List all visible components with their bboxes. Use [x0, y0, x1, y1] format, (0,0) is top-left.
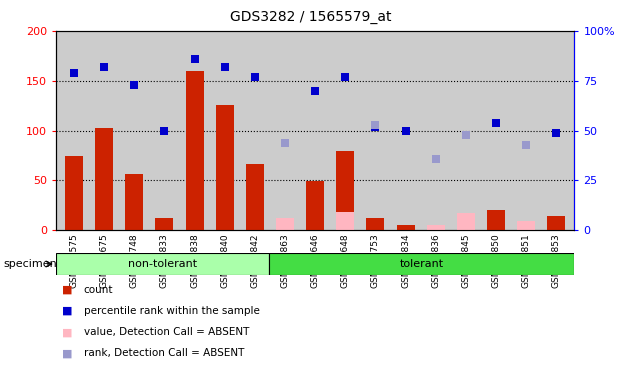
- Bar: [306, 182, 324, 230]
- Bar: [366, 218, 384, 230]
- Bar: [246, 164, 264, 230]
- Text: value, Detection Call = ABSENT: value, Detection Call = ABSENT: [84, 327, 249, 337]
- Bar: [65, 156, 83, 230]
- Text: ■: ■: [62, 348, 73, 358]
- Bar: [186, 71, 204, 230]
- Bar: [95, 127, 113, 230]
- Bar: [517, 222, 535, 230]
- Bar: [155, 218, 173, 230]
- Text: ■: ■: [62, 306, 73, 316]
- Bar: [336, 151, 355, 230]
- Bar: [125, 174, 143, 230]
- Text: count: count: [84, 285, 114, 295]
- Text: percentile rank within the sample: percentile rank within the sample: [84, 306, 260, 316]
- Text: ■: ■: [62, 285, 73, 295]
- FancyBboxPatch shape: [270, 253, 574, 275]
- Bar: [336, 212, 355, 230]
- Bar: [397, 225, 415, 230]
- Bar: [457, 214, 475, 230]
- Bar: [427, 225, 445, 230]
- Bar: [487, 210, 505, 230]
- Text: ■: ■: [62, 327, 73, 337]
- Text: non-tolerant: non-tolerant: [128, 259, 197, 269]
- Text: specimen: specimen: [3, 259, 57, 269]
- Bar: [276, 218, 294, 230]
- Text: GDS3282 / 1565579_at: GDS3282 / 1565579_at: [230, 10, 391, 23]
- Bar: [457, 214, 475, 230]
- FancyBboxPatch shape: [56, 253, 270, 275]
- Text: tolerant: tolerant: [400, 259, 444, 269]
- Bar: [215, 104, 233, 230]
- Bar: [547, 217, 565, 230]
- Text: rank, Detection Call = ABSENT: rank, Detection Call = ABSENT: [84, 348, 244, 358]
